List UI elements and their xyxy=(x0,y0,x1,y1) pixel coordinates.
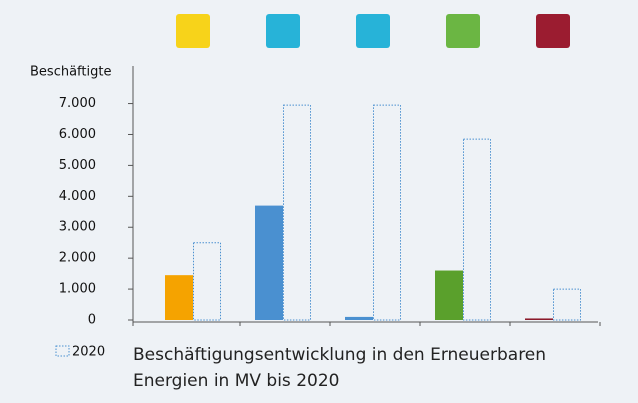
bar xyxy=(345,317,373,320)
bar xyxy=(255,206,283,320)
bar-2020 xyxy=(284,105,311,320)
bar xyxy=(435,271,463,320)
y-axis-label: Beschäftigte xyxy=(30,65,111,80)
y-tick-label: 2.000 xyxy=(59,251,96,266)
bar-2020 xyxy=(554,289,581,320)
bar-2020 xyxy=(374,105,401,320)
bar xyxy=(165,275,193,320)
y-tick-label: 4.000 xyxy=(59,189,96,204)
bar xyxy=(525,318,553,320)
y-tick-label: 0 xyxy=(88,313,96,328)
category-icon xyxy=(356,14,390,48)
y-tick-label: 6.000 xyxy=(59,127,96,142)
caption: Beschäftigungsentwicklung in den Erneuer… xyxy=(133,342,603,394)
y-tick-label: 3.000 xyxy=(59,220,96,235)
category-icon xyxy=(446,14,480,48)
y-tick-label: 5.000 xyxy=(59,158,96,173)
legend-swatch xyxy=(56,346,69,356)
category-icon xyxy=(536,14,570,48)
y-tick-label: 7.000 xyxy=(59,96,96,111)
category-icon xyxy=(266,14,300,48)
page: Beschäftigte 2020 0 1.000 2.000 3.000 4.000 5… xyxy=(0,0,638,403)
y-tick-label: 1.000 xyxy=(59,282,96,297)
category-icon xyxy=(176,14,210,48)
legend-label: 2020 xyxy=(72,345,105,360)
bar-2020 xyxy=(194,243,221,320)
bar-2020 xyxy=(464,139,491,320)
